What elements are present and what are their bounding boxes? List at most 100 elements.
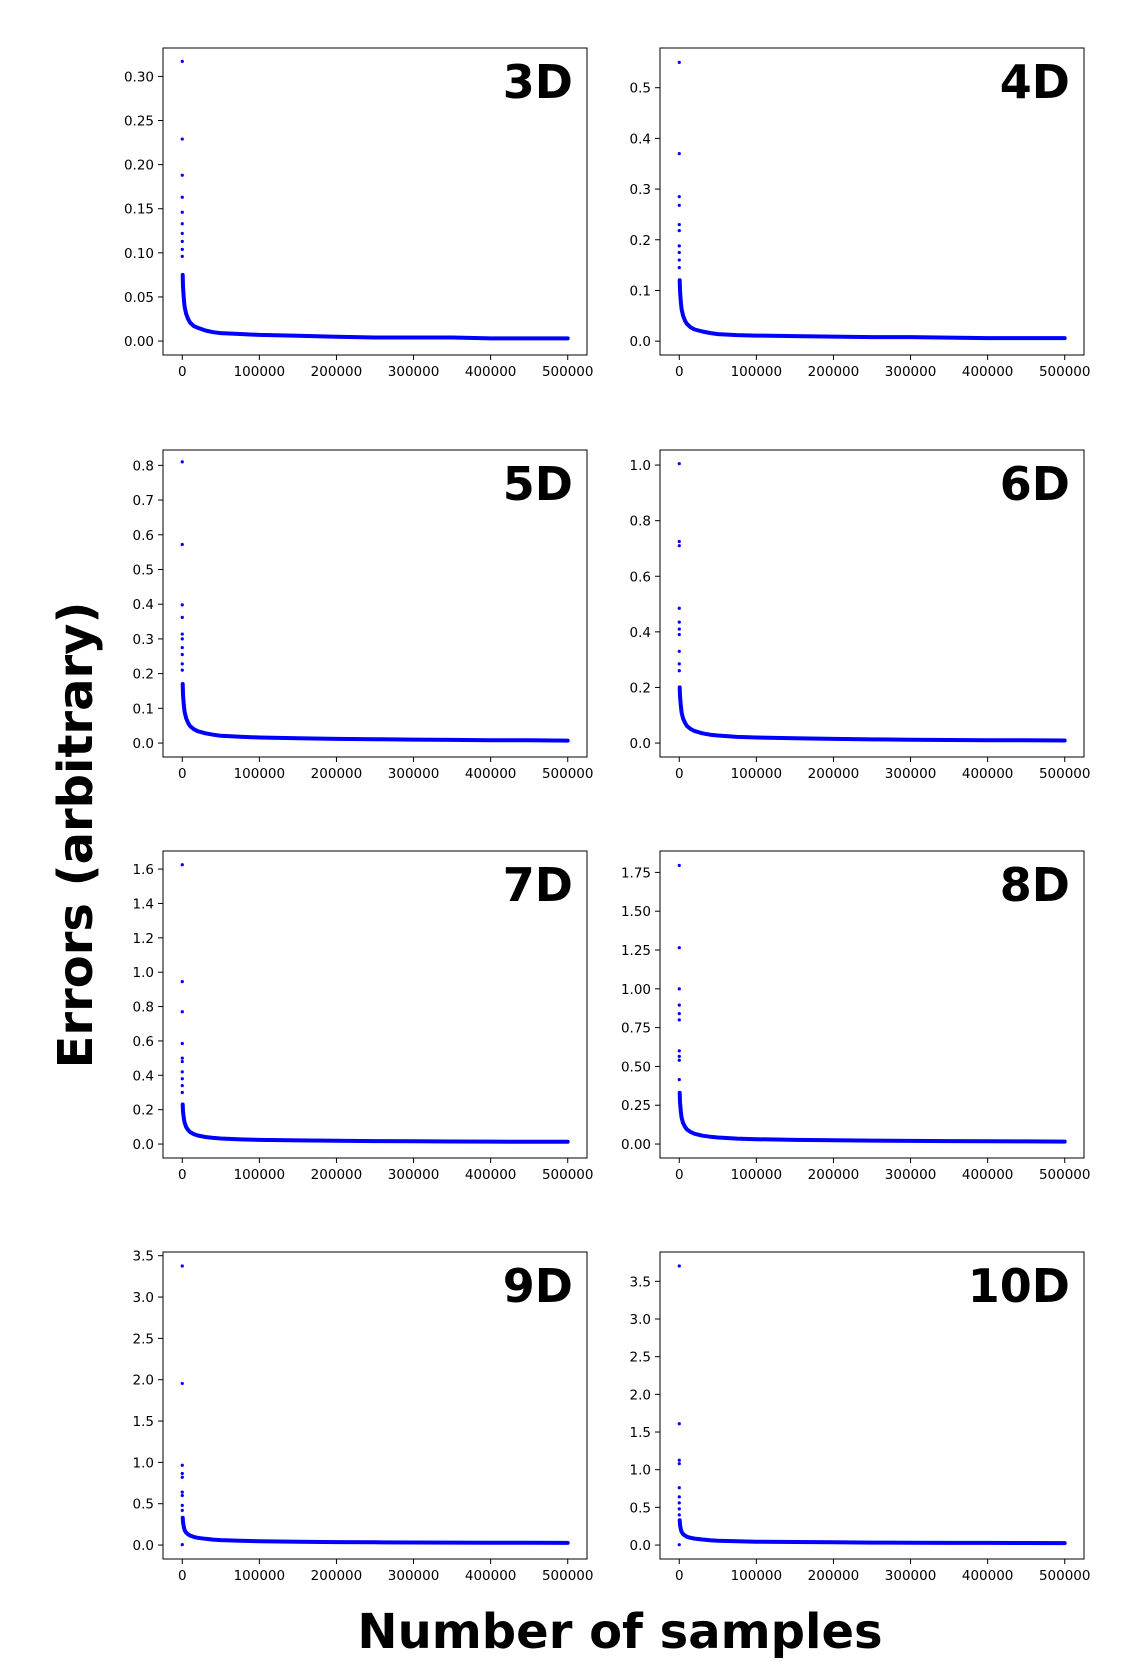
y-tick-label: 0.2 [133,1103,154,1119]
data-point [182,297,186,301]
y-tick-label: 0.1 [133,701,154,717]
data-point [296,334,300,338]
y-tick-label: 0.0 [630,334,651,350]
data-point [689,727,693,731]
data-point [831,334,836,339]
data-point [182,703,186,707]
data-point [180,254,184,258]
y-tick-label: 0.00 [621,1137,651,1153]
data-point [192,1535,196,1539]
data-point [1024,1139,1028,1144]
y-tick-label: 1.4 [133,896,154,912]
data-point [947,336,951,340]
y-tick-label: 2.0 [133,1373,154,1389]
x-tick-label: 500000 [542,364,594,380]
data-point [180,460,184,464]
data-point [180,1056,184,1060]
data-point [1024,336,1028,340]
y-tick-label: 0.7 [133,493,154,509]
data-point [181,1102,185,1107]
error-trail [180,682,570,743]
data-point [566,739,570,743]
data-point [334,1540,339,1544]
data-point [238,1539,242,1543]
data-point [566,336,570,341]
x-tick-label: 500000 [1039,364,1091,380]
data-point [296,1138,300,1143]
data-point [196,326,200,330]
y-tick-label: 1.5 [630,1425,651,1441]
data-point [677,462,681,466]
data-point [679,300,683,304]
x-tick-label: 200000 [311,1167,363,1183]
y-tick-label: 3.0 [630,1312,651,1328]
data-point [677,1078,681,1082]
x-tick-label: 200000 [311,364,363,380]
data-point [716,733,720,738]
panel-title: 8D [1000,858,1070,912]
data-point [677,649,681,653]
data-point [182,710,187,714]
data-point [203,731,207,735]
error-trail [180,1102,570,1144]
y-tick-label: 0.4 [630,131,651,147]
data-point [180,173,184,177]
data-point [180,668,184,672]
x-tick-label: 200000 [808,1167,860,1183]
data-point [986,1541,990,1545]
y-tick-label: 0.2 [630,680,651,696]
y-tick-label: 0.05 [124,290,154,306]
x-tick-label: 200000 [808,364,860,380]
data-point [683,721,687,725]
data-point [489,1541,493,1545]
data-point [219,1136,223,1141]
x-tick-label: 100000 [234,1568,286,1584]
y-tick-label: 0.20 [124,158,154,174]
data-point [735,1539,739,1543]
data-point [188,724,192,728]
data-point [678,1518,682,1522]
data-point [196,1536,200,1540]
data-point [677,1049,681,1053]
data-point [754,333,758,338]
x-tick-label: 200000 [808,766,860,782]
data-point [180,615,184,619]
data-point [1063,1139,1067,1144]
data-point [677,1054,681,1058]
data-point [708,1135,712,1139]
data-point [677,151,681,156]
y-tick-label: 0.0 [630,736,651,752]
subplot-6D: 0.0 0.2 0.4 0.6 0.8 1.0 0 100000 200000 300000 400… [630,449,1091,782]
data-point [373,335,377,340]
data-point [180,239,184,243]
x-tick-label: 200000 [808,1568,860,1584]
data-point [677,946,681,950]
data-point [180,231,184,236]
data-point [188,320,192,325]
data-point [180,603,184,607]
data-point [677,1507,681,1511]
data-point [716,1539,720,1543]
data-point [411,335,416,340]
data-point [700,1134,705,1138]
data-point [180,247,184,251]
y-tick-label: 0.75 [621,1021,651,1037]
y-tick-label: 0.4 [133,597,154,613]
x-tick-label: 0 [675,1568,684,1584]
data-point [211,733,215,737]
data-point [681,716,685,721]
data-point [334,1139,339,1143]
data-point [527,1541,531,1545]
x-tick-label: 300000 [388,364,440,380]
data-point [678,1523,682,1527]
data-point [870,1139,874,1143]
y-tick-label: 0.5 [630,81,651,97]
data-point [679,307,684,311]
x-tick-label: 0 [675,1167,684,1183]
y-tick-label: 0.15 [124,202,154,218]
data-point [180,1490,184,1494]
data-point [182,1528,187,1532]
data-point [677,1543,681,1547]
data-point [793,1540,797,1544]
x-tick-label: 100000 [731,1167,783,1183]
